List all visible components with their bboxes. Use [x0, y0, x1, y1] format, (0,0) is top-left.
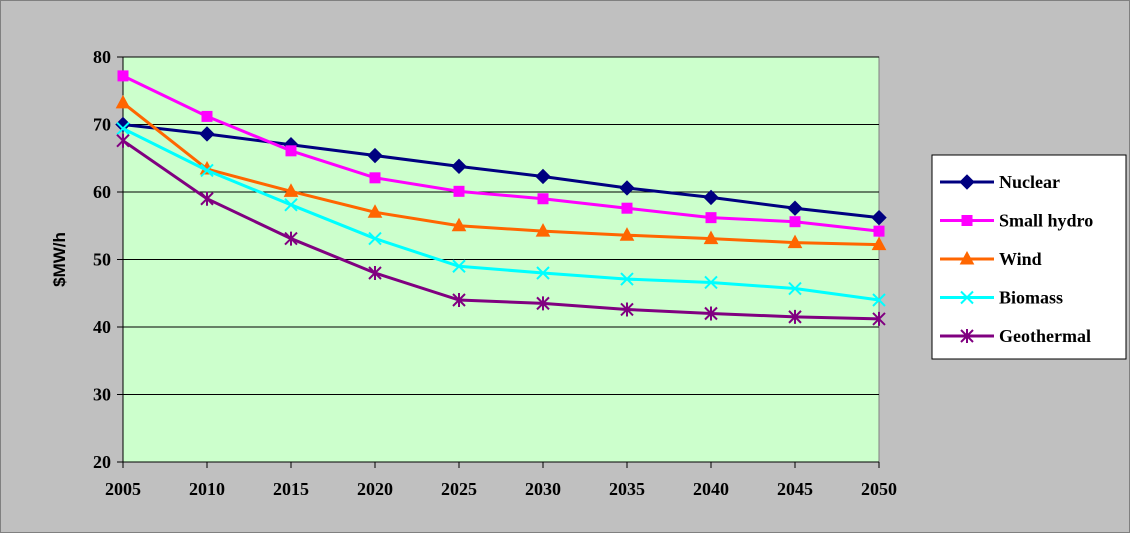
data-point-nuclear [535, 168, 551, 185]
legend-label: Small hydro [999, 211, 1093, 231]
data-point-small-hydro [873, 225, 885, 237]
x-tick-label: 2035 [609, 479, 645, 499]
data-point-biomass [872, 293, 886, 307]
y-tick-label: 20 [93, 452, 111, 472]
x-tick-label: 2030 [525, 479, 561, 499]
data-point-biomass [536, 266, 550, 280]
legend-item-geothermal: Geothermal [940, 326, 1091, 346]
data-point-biomass [200, 163, 214, 178]
legend: Nuclear Small hydro Wind Biomass Geothermal [931, 154, 1127, 360]
series-group [115, 70, 887, 326]
data-point-biomass [116, 121, 130, 136]
x-tick-label: 2005 [105, 479, 141, 499]
data-point-wind [115, 94, 131, 109]
data-point-small-hydro [789, 216, 801, 228]
data-point-geothermal [452, 293, 466, 307]
series-line-wind [122, 101, 880, 247]
data-point-wind [451, 217, 467, 232]
data-point-small-hydro [201, 110, 213, 122]
data-point-small-hydro [285, 145, 297, 157]
data-point-nuclear [451, 158, 467, 175]
series-line-small-hydro [122, 74, 880, 233]
series-biomass [116, 121, 886, 307]
data-point-geothermal [620, 302, 634, 317]
y-tick-label: 50 [93, 250, 111, 270]
data-point-nuclear [367, 147, 383, 164]
data-point-small-hydro [621, 202, 633, 214]
y-tick-label: 60 [93, 182, 111, 202]
y-tick-label: 30 [93, 385, 111, 405]
series-geothermal [116, 133, 886, 326]
x-tick-label: 2045 [777, 479, 813, 499]
data-point-wind [787, 234, 803, 249]
data-point-geothermal [200, 191, 214, 206]
y-tick-label: 80 [93, 47, 111, 67]
x-tick-label: 2020 [357, 479, 393, 499]
data-point-biomass [368, 231, 382, 246]
data-point-wind [535, 223, 551, 237]
series-wind [115, 94, 887, 251]
data-point-wind [367, 204, 383, 218]
data-point-geothermal [536, 296, 550, 311]
legend-item-wind: Wind [940, 249, 1042, 269]
series-line-nuclear [122, 123, 880, 220]
x-tick-label: 2040 [693, 479, 729, 499]
data-point-wind [283, 183, 299, 197]
data-point-biomass [620, 272, 634, 286]
data-point-geothermal [116, 133, 130, 148]
data-point-geothermal [704, 306, 718, 321]
legend-marker [960, 290, 974, 305]
data-point-biomass [788, 281, 802, 296]
legend-label: Geothermal [999, 326, 1091, 346]
data-point-wind [703, 230, 719, 245]
data-point-small-hydro [705, 212, 717, 224]
data-point-geothermal [788, 309, 802, 324]
legend-label: Biomass [999, 288, 1063, 308]
legend-marker [961, 215, 973, 226]
series-nuclear [115, 116, 887, 226]
legend-marker [959, 174, 975, 190]
data-point-small-hydro [537, 193, 549, 205]
x-tick-label: 2010 [189, 479, 225, 499]
data-point-small-hydro [453, 185, 465, 197]
data-point-geothermal [872, 311, 886, 326]
legend-label: Nuclear [999, 172, 1060, 192]
data-point-wind [871, 236, 887, 251]
data-point-nuclear [199, 126, 215, 142]
legend-marker [960, 329, 974, 343]
x-tick-label: 2015 [273, 479, 309, 499]
data-point-geothermal [368, 266, 382, 280]
data-point-nuclear [787, 200, 803, 216]
series-line-biomass [122, 127, 880, 302]
data-point-small-hydro [369, 172, 381, 184]
x-tick-label: 2025 [441, 479, 477, 499]
legend-label: Wind [999, 249, 1042, 269]
y-tick-label: 70 [93, 115, 111, 135]
series-small-hydro [117, 70, 885, 237]
data-point-wind [619, 227, 635, 241]
series-line-geothermal [122, 139, 880, 321]
legend-item-small-hydro: Small hydro [940, 211, 1093, 231]
data-point-biomass [284, 198, 298, 212]
data-point-nuclear [115, 116, 131, 133]
y-tick-label: 40 [93, 317, 111, 337]
y-axis-label: $MW/h [50, 232, 69, 287]
data-point-nuclear [871, 209, 887, 226]
data-point-nuclear [619, 180, 635, 196]
data-point-biomass [452, 259, 466, 273]
x-tick-label: 2050 [861, 479, 897, 499]
data-point-small-hydro [117, 70, 129, 82]
legend-item-nuclear: Nuclear [940, 172, 1060, 192]
data-point-nuclear [703, 189, 719, 206]
data-point-geothermal [284, 231, 298, 246]
legend-marker [959, 250, 975, 265]
legend-item-biomass: Biomass [940, 288, 1063, 308]
data-point-biomass [704, 275, 718, 290]
